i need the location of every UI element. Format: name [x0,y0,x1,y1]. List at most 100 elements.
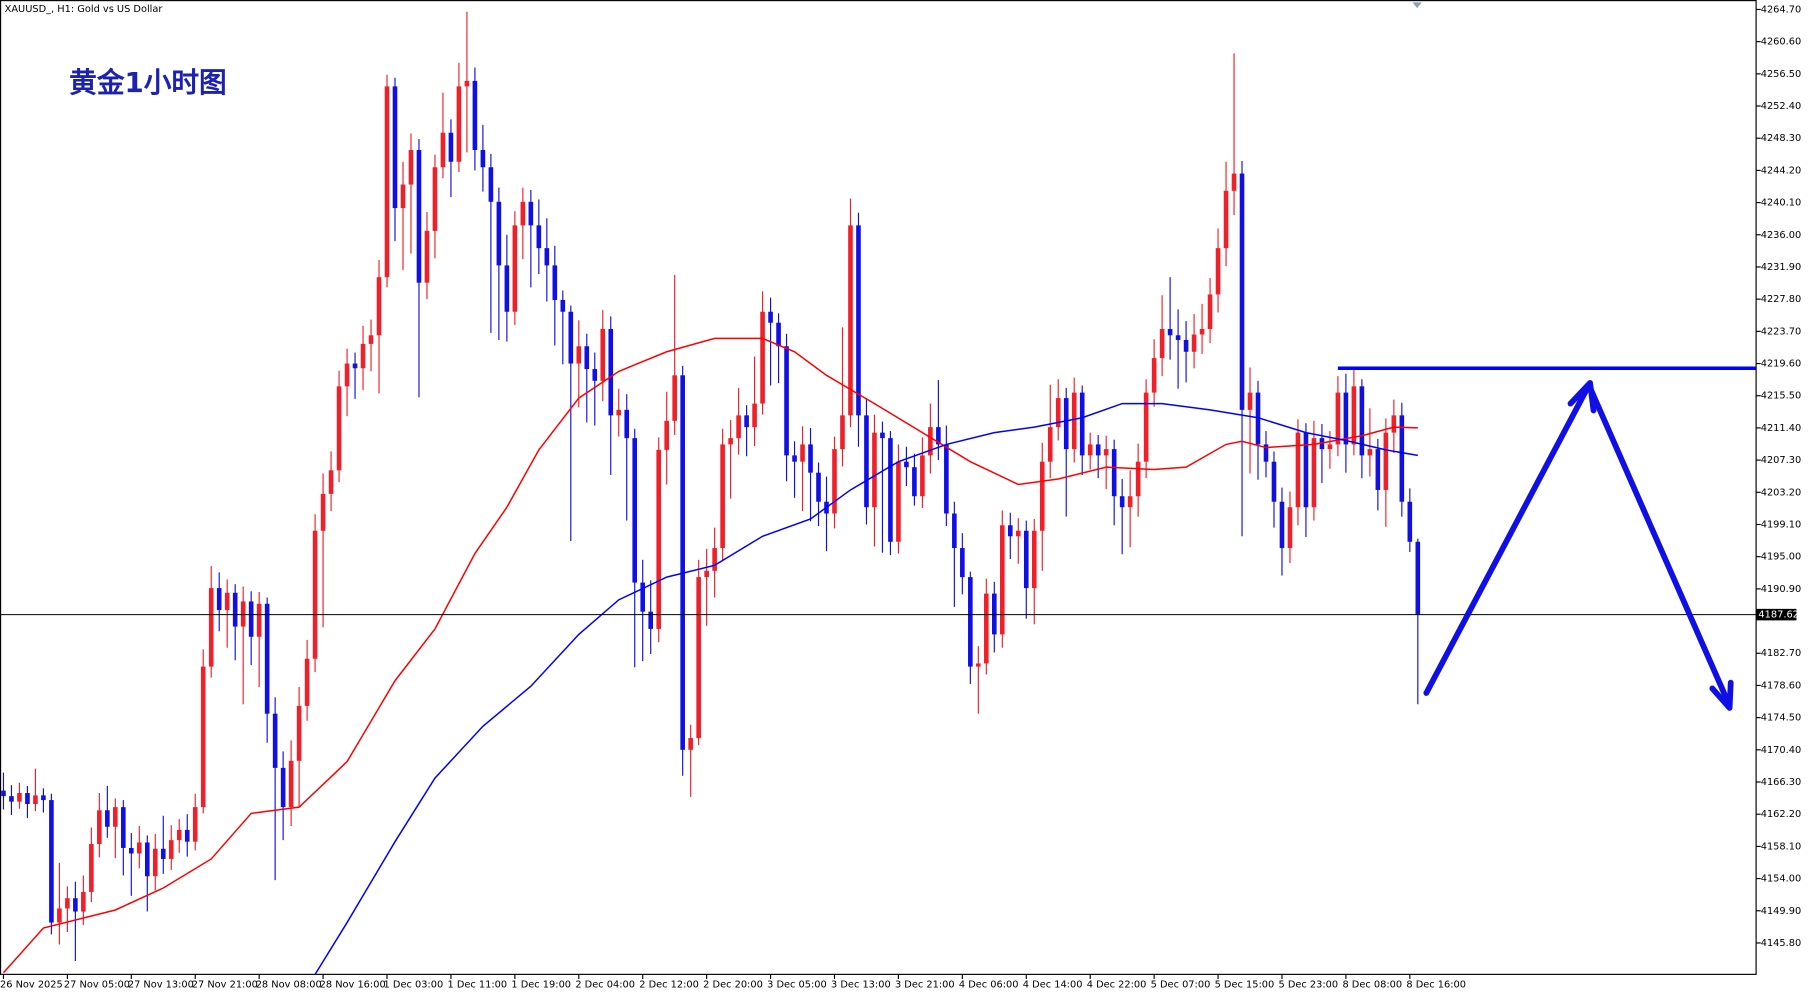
candle-body [408,149,414,185]
candle-body [936,427,941,445]
candle-body [728,438,733,445]
candle-body [1335,392,1341,445]
plot-frame [0,0,1757,975]
chart-title: XAUUSD_, H1: Gold vs US Dollar [5,4,164,15]
y-tick-label: 4195.00 [1761,552,1802,563]
candle-body [1055,398,1061,428]
candle-body [976,663,981,667]
candle-body [1351,386,1357,445]
candle-body [856,225,861,416]
candle-body [576,346,582,364]
candle-body [816,472,821,502]
candle-body [800,444,805,462]
x-tick-label: 2 Dec 20:00 [703,980,763,991]
candle-body [584,346,590,370]
candle-body [528,201,534,226]
candle-body [360,343,366,369]
candle-body [536,225,542,249]
candle-body [1303,432,1309,508]
candle-body [1263,444,1269,462]
x-tick-label: 3 Dec 21:00 [895,980,955,991]
candle-body [784,346,789,456]
candle-body [1119,496,1125,508]
y-tick-label: 4223.70 [1761,326,1802,337]
y-tick-label: 4211.40 [1761,423,1802,434]
candle-body [640,582,646,612]
candle-body [1143,392,1149,462]
candle-body [129,847,134,854]
candle-body [752,403,757,428]
candle-body [1103,449,1109,456]
y-tick-label: 4158.10 [1761,841,1802,852]
candle-body [384,86,390,278]
y-tick-label: 4236.00 [1761,230,1802,241]
candle-body [89,844,94,892]
candle-body [688,738,693,750]
y-tick-label: 4199.10 [1761,519,1802,530]
candle-body [504,265,510,312]
arrow-head [1709,679,1734,711]
y-tick-label: 4145.80 [1761,938,1802,949]
candle-body [264,603,270,714]
y-tick-label: 4170.40 [1761,745,1802,756]
candle-body [1023,530,1029,589]
candle-body [9,796,14,802]
candle-body [928,427,933,456]
y-tick-label: 4256.50 [1761,69,1802,80]
candle-body [208,588,214,667]
candle-body [760,311,765,404]
candle-body [568,311,574,364]
x-tick-label: 1 Dec 11:00 [447,980,507,991]
candle-body [25,793,30,804]
candle-body [1287,507,1293,549]
candle-body [1167,328,1173,336]
candle-body [336,386,342,471]
candle-body [872,432,877,508]
candle-body [105,810,110,827]
candle-body [480,149,486,168]
y-tick-label: 4260.60 [1761,37,1802,48]
y-tick-label: 4174.50 [1761,713,1802,724]
candle-body [1391,415,1397,433]
candle-body [632,438,638,583]
candle-body [352,363,358,369]
candle-body [776,322,781,347]
candle-body [608,328,614,416]
candle-body [680,375,685,750]
candle-body [272,713,278,768]
candle-body [344,363,350,387]
x-tick-label: 4 Dec 22:00 [1087,980,1147,991]
x-tick-label: 27 Nov 21:00 [192,980,258,991]
candle-body [832,449,837,514]
axes: 4264.70 4260.60 4256.50 4252.40 4248.30 4244.… [0,4,1801,990]
candle-body [544,248,550,266]
candle-body [1407,501,1413,542]
candle-body [41,795,46,801]
x-tick-label: 8 Dec 16:00 [1406,980,1466,991]
candle-body [1207,294,1213,329]
x-tick-label: 27 Nov 13:00 [128,980,194,991]
candle-body [720,444,725,549]
x-tick-label: 5 Dec 23:00 [1279,980,1339,991]
candle-body [376,277,382,336]
y-tick-label: 4240.10 [1761,198,1802,209]
last-price-label: 4187.62 [1758,610,1799,621]
candle-body [280,767,286,808]
candle-body [168,840,174,859]
candle-body [176,829,182,841]
candle-body [97,810,102,845]
candle-body [1223,190,1229,249]
candle-body [136,842,142,854]
candle-body [1063,398,1069,450]
x-tick-label: 26 Nov 2025 [0,980,63,991]
candle-body [65,898,70,909]
candle-body [920,455,925,497]
candle-body [496,201,502,266]
candle-body [512,225,518,312]
candle-body [1135,461,1141,497]
candle-body [1079,392,1085,456]
candle-body [1215,248,1221,295]
candle-body [392,86,398,209]
candle-body [1311,438,1317,508]
